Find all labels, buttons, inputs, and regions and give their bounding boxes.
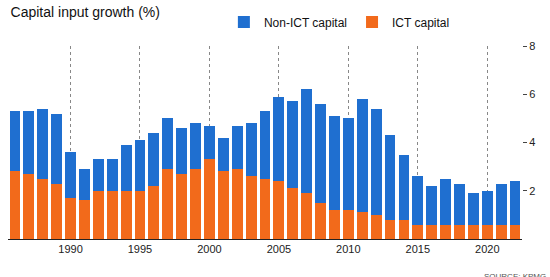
svg-text:6: 6 bbox=[529, 88, 535, 100]
svg-text:SOURCE: KPMG: SOURCE: KPMG bbox=[484, 272, 546, 277]
svg-text:Capital input growth (%): Capital input growth (%) bbox=[11, 4, 160, 20]
svg-text:2005: 2005 bbox=[267, 243, 291, 255]
svg-text:2: 2 bbox=[529, 185, 535, 197]
svg-text:8: 8 bbox=[529, 40, 535, 52]
svg-text:Non-ICT capital: Non-ICT capital bbox=[264, 16, 347, 30]
svg-text:2015: 2015 bbox=[406, 243, 430, 255]
svg-text:1990: 1990 bbox=[58, 243, 82, 255]
svg-text:1995: 1995 bbox=[128, 243, 152, 255]
svg-text:4: 4 bbox=[529, 136, 535, 148]
svg-text:2000: 2000 bbox=[197, 243, 221, 255]
svg-text:ICT capital: ICT capital bbox=[392, 16, 449, 30]
svg-text:2020: 2020 bbox=[475, 243, 499, 255]
svg-text:2010: 2010 bbox=[336, 243, 360, 255]
